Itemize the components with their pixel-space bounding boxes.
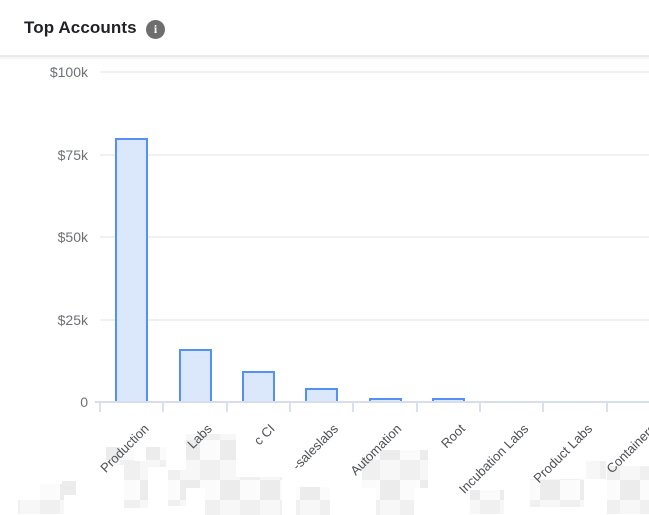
redacted-text-patch: [607, 466, 649, 514]
info-icon[interactable]: i: [146, 20, 165, 39]
gridline-75k: [100, 153, 649, 156]
bar-automation[interactable]: [368, 397, 402, 402]
redacted-text-patch: [186, 434, 236, 488]
redacted-text-patch: [124, 484, 148, 508]
x-axis-line: [95, 401, 649, 403]
gridline-50k: [100, 236, 649, 238]
axis-tick: [225, 403, 228, 412]
bar-production[interactable]: [115, 138, 149, 402]
redacted-text-patch: [362, 450, 428, 488]
axis-tick: [605, 403, 608, 412]
bar-root[interactable]: [431, 397, 465, 402]
gridline-100k: [100, 71, 649, 73]
y-axis-label: $75k: [57, 146, 88, 163]
x-axis-label-c-ci: c CI: [251, 421, 278, 448]
x-axis-label-root: Root: [438, 421, 469, 452]
redacted-text-patch: [586, 461, 606, 479]
axis-tick: [99, 403, 101, 412]
axis-tick: [479, 403, 482, 412]
gridline-25k: [100, 318, 649, 321]
axis-tick: [542, 403, 545, 412]
page-title: Top Accounts: [24, 18, 137, 37]
bar-labs[interactable]: [178, 349, 212, 402]
redacted-text-patch: [470, 490, 504, 514]
axis-tick: [352, 403, 355, 412]
redacted-text-patch: [146, 447, 166, 467]
redacted-text-patch: [18, 500, 42, 514]
y-axis-label: $50k: [57, 229, 88, 245]
axis-tick: [415, 403, 418, 412]
axis-tick: [162, 403, 165, 412]
redacted-text-patch: [296, 487, 330, 515]
redacted-text-patch: [376, 487, 414, 515]
redacted-text-patch: [530, 479, 584, 507]
y-axis-label: $25k: [57, 311, 88, 328]
y-axis-label: $100k: [49, 64, 88, 80]
redacted-text-patch: [106, 447, 134, 465]
redacted-text-patch: [40, 484, 64, 514]
y-axis-label: 0: [80, 394, 88, 410]
bar-saleslabs[interactable]: [305, 388, 339, 402]
axis-tick: [289, 403, 292, 412]
redacted-text-patch: [230, 477, 282, 515]
x-axis-label-product-labs: Product Labs: [529, 421, 595, 486]
x-axis-label-saleslabs: -saleslabs: [289, 421, 342, 473]
bar-chart: $100k $75k $50k $25k 0 Production Labs c CI -sal…: [0, 57, 649, 515]
bar-c-ci[interactable]: [241, 370, 275, 402]
redacted-text-patch: [168, 470, 186, 506]
card-header: Top Accounts i: [0, 0, 649, 57]
redacted-text-patch: [124, 461, 148, 485]
redacted-text-patch: [62, 481, 76, 495]
